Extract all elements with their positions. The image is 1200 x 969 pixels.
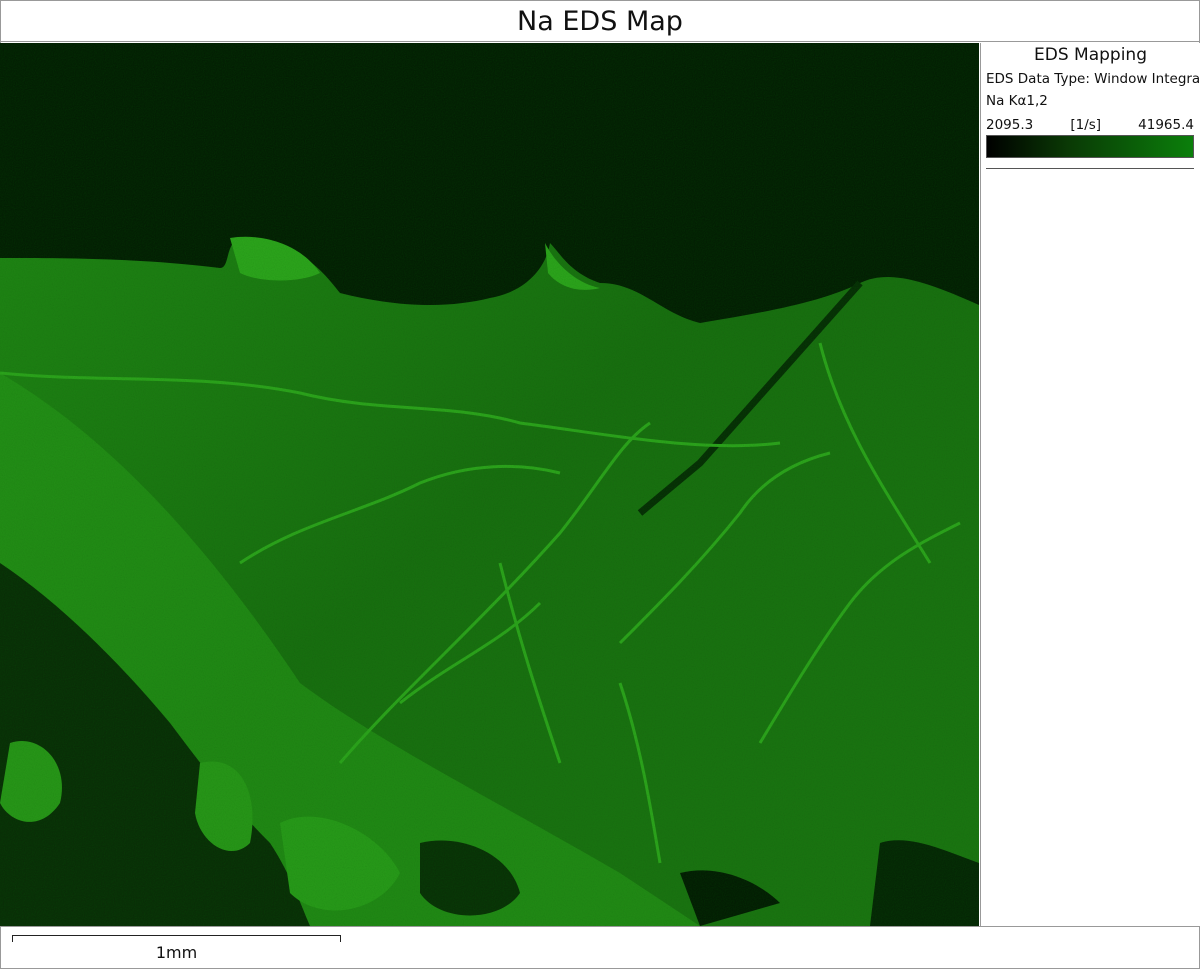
legend-panel: EDS Mapping EDS Data Type: Window Integr… xyxy=(980,43,1200,926)
legend-unit: [1/s] xyxy=(1070,117,1102,133)
page-title: Na EDS Map xyxy=(0,0,1200,42)
legend-min: 2095.3 xyxy=(986,117,1034,133)
legend-data-type: EDS Data Type: Window Integral xyxy=(986,71,1200,87)
eds-map-svg xyxy=(0,43,979,926)
legend-range: 2095.3 [1/s] 41965.4 xyxy=(981,117,1200,133)
scale-bar xyxy=(12,935,341,942)
scale-bar-area: 1mm xyxy=(0,926,1200,969)
eds-map-image[interactable] xyxy=(0,43,979,926)
scale-bar-label: 1mm xyxy=(155,943,198,962)
legend-heading: EDS Mapping xyxy=(1034,45,1147,65)
texture xyxy=(0,43,979,926)
legend-divider xyxy=(986,168,1194,169)
legend-max: 41965.4 xyxy=(1138,117,1194,133)
legend-element-line: Na Kα1,2 xyxy=(986,93,1048,109)
colorbar xyxy=(986,135,1194,158)
